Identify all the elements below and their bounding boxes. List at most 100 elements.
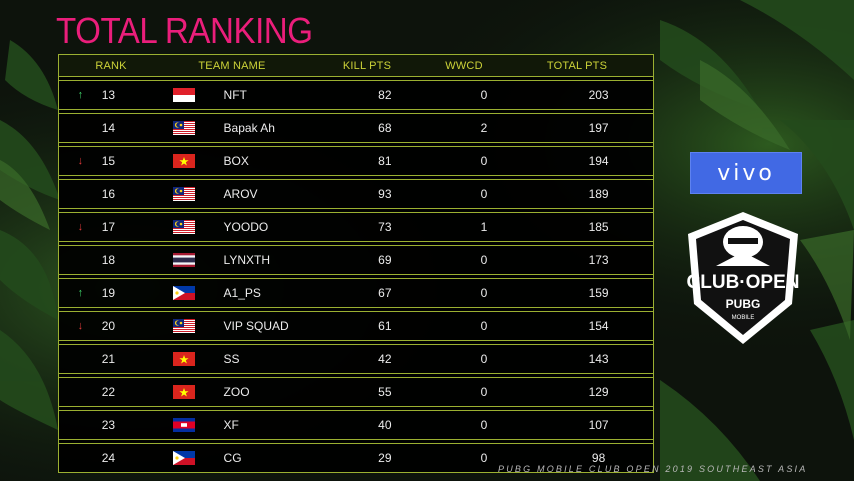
total-pts-cell: 203 <box>588 88 609 102</box>
team-name-cell: NFT <box>223 88 247 102</box>
arrow-down-icon: ↓ <box>77 320 84 332</box>
table-row: 22 ZOO 55 0 129 <box>58 377 654 407</box>
kill-pts-cell: 42 <box>378 352 392 366</box>
rank-cell: 24 <box>101 451 116 465</box>
total-pts-cell: 129 <box>588 385 609 399</box>
indonesia-flag-icon <box>127 88 224 102</box>
logo-line2: PUBG <box>726 297 761 311</box>
malaysia-flag-icon <box>127 121 224 135</box>
table-row: 23 XF 40 0 107 <box>58 410 654 440</box>
vietnam-flag-icon <box>127 154 224 168</box>
table-row: ↑ 19 A1_PS 67 0 159 <box>58 278 654 308</box>
vietnam-flag-icon <box>127 352 224 366</box>
wwcd-cell: 0 <box>480 88 488 102</box>
kill-pts-cell: 93 <box>378 187 392 201</box>
thailand-flag-icon <box>127 253 224 267</box>
rank-cell: 20 <box>101 319 116 333</box>
team-name-cell: SS <box>223 352 240 366</box>
team-name-cell: LYNXTH <box>223 253 270 267</box>
rank-cell: 15 <box>101 154 116 168</box>
malaysia-flag-icon <box>127 319 224 333</box>
table-header: RANK TEAM NAME KILL PTS WWCD TOTAL PTS <box>58 54 654 77</box>
table-row: 16 AROV 93 0 189 <box>58 179 654 209</box>
footer-caption: PUBG MOBILE CLUB OPEN 2019 SOUTHEAST ASI… <box>498 464 808 474</box>
table-row: ↓ 17 YOODO 73 1 185 <box>58 212 654 242</box>
table-row: ↑ 13 NFT 82 0 203 <box>58 80 654 110</box>
arrow-down-icon: ↓ <box>77 221 84 233</box>
header-wwcd: WWCD <box>445 59 483 72</box>
table-row: 21 SS 42 0 143 <box>58 344 654 374</box>
team-name-cell: BOX <box>223 154 249 168</box>
total-pts-cell: 107 <box>588 418 609 432</box>
kill-pts-cell: 55 <box>378 385 392 399</box>
kill-pts-cell: 73 <box>378 220 392 234</box>
rank-cell: 22 <box>101 385 116 399</box>
vivo-sponsor-logo: vivo <box>690 152 802 194</box>
rank-cell: 21 <box>101 352 116 366</box>
arrow-up-icon: ↑ <box>77 89 84 101</box>
table-row: 18 LYNXTH 69 0 173 <box>58 245 654 275</box>
team-name-cell: YOODO <box>223 220 269 234</box>
arrow-down-icon: ↓ <box>77 155 84 167</box>
total-pts-cell: 185 <box>588 220 609 234</box>
header-rank: RANK <box>95 59 127 72</box>
malaysia-flag-icon <box>127 220 224 234</box>
wwcd-cell: 0 <box>480 187 488 201</box>
kill-pts-cell: 82 <box>378 88 392 102</box>
kill-pts-cell: 67 <box>378 286 392 300</box>
team-name-cell: Bapak Ah <box>223 121 275 135</box>
page-title: TOTAL RANKING <box>56 10 313 51</box>
cambodia-flag-icon <box>127 418 224 432</box>
total-pts-cell: 159 <box>588 286 609 300</box>
kill-pts-cell: 68 <box>378 121 392 135</box>
total-pts-cell: 189 <box>588 187 609 201</box>
wwcd-cell: 0 <box>480 418 488 432</box>
team-name-cell: A1_PS <box>223 286 261 300</box>
rank-cell: 18 <box>101 253 116 267</box>
team-name-cell: AROV <box>223 187 258 201</box>
wwcd-cell: 0 <box>480 451 488 465</box>
kill-pts-cell: 29 <box>378 451 392 465</box>
team-name-cell: CG <box>223 451 242 465</box>
total-pts-cell: 197 <box>588 121 609 135</box>
wwcd-cell: 2 <box>480 121 488 135</box>
team-name-cell: XF <box>223 418 239 432</box>
malaysia-flag-icon <box>127 187 224 201</box>
header-total: TOTAL PTS <box>546 59 608 72</box>
table-row: 24 CG 29 0 98 <box>58 443 654 473</box>
rank-cell: 23 <box>101 418 116 432</box>
total-pts-cell: 143 <box>588 352 609 366</box>
club-open-logo: CLUB·OPEN PUBG MOBILE <box>687 212 800 344</box>
wwcd-cell: 1 <box>480 220 488 234</box>
kill-pts-cell: 81 <box>378 154 392 168</box>
logo-line1: CLUB·OPEN <box>687 272 800 293</box>
team-name-cell: VIP SQUAD <box>223 319 289 333</box>
rank-cell: 14 <box>101 121 116 135</box>
wwcd-cell: 0 <box>480 385 488 399</box>
team-name-cell: ZOO <box>223 385 250 399</box>
sponsor-name: vivo <box>717 160 775 186</box>
rank-cell: 19 <box>101 286 116 300</box>
table-row: ↓ 20 VIP SQUAD 61 0 154 <box>58 311 654 341</box>
rank-cell: 13 <box>101 88 116 102</box>
wwcd-cell: 0 <box>480 352 488 366</box>
total-pts-cell: 98 <box>591 451 606 465</box>
kill-pts-cell: 40 <box>378 418 392 432</box>
arrow-up-icon: ↑ <box>77 287 84 299</box>
total-pts-cell: 194 <box>588 154 609 168</box>
kill-pts-cell: 61 <box>378 319 392 333</box>
wwcd-cell: 0 <box>480 253 488 267</box>
table-row: ↓ 15 BOX 81 0 194 <box>58 146 654 176</box>
header-team: TEAM NAME <box>198 59 266 72</box>
wwcd-cell: 0 <box>480 286 488 300</box>
header-kill: KILL PTS <box>342 59 392 72</box>
table-row: 14 Bapak Ah 68 2 197 <box>58 113 654 143</box>
philippines-flag-icon <box>127 286 224 300</box>
kill-pts-cell: 69 <box>378 253 392 267</box>
philippines-flag-icon <box>127 451 224 465</box>
table-body: ↑ 13 NFT 82 0 203 14 Bapak Ah 68 2 197 ↓ 15 BOX 81 0 194… <box>58 80 654 473</box>
wwcd-cell: 0 <box>480 154 488 168</box>
rank-cell: 17 <box>101 220 116 234</box>
wwcd-cell: 0 <box>480 319 488 333</box>
ranking-table: RANK TEAM NAME KILL PTS WWCD TOTAL PTS ↑… <box>58 54 654 473</box>
